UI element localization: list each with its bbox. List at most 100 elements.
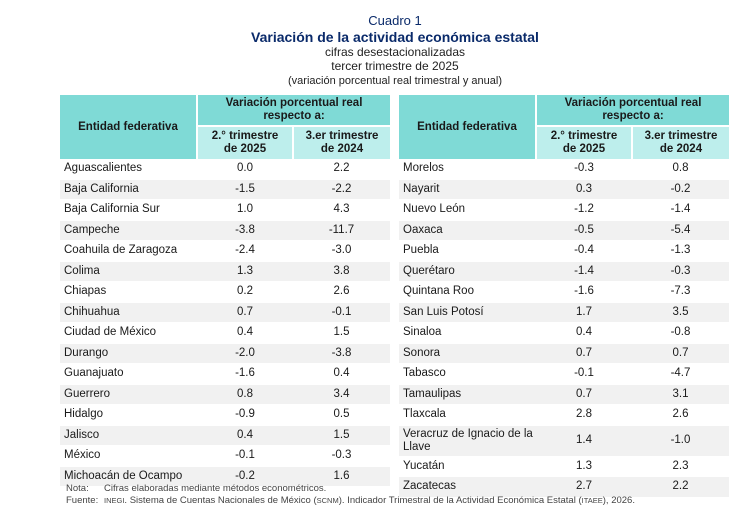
source-text-2: ). Indicador Trimestral de la Actividad … [338,494,582,506]
table-row: Jalisco 0.4 1.5 [60,425,390,446]
table-row: Hidalgo -0.9 0.5 [60,404,390,426]
q2-2025-value: -1.4 [536,261,632,282]
entity-cell: Sonora [399,343,536,364]
header-q2-2025: 2.° trimestre de 2025 [197,126,294,159]
q2-2025-value: -3.8 [197,220,293,241]
footnotes: Nota: Cifras elaboradas mediante métodos … [66,483,635,506]
table-row: Quintana Roo -1.6 -7.3 [399,281,729,303]
q3-2024-value: 1.5 [293,425,390,446]
table-row: Sonora 0.7 0.7 [399,343,729,364]
q3-2024-value: -0.1 [293,302,390,323]
header-variation-text: Variación porcentual real respecto a: [225,97,363,122]
note-text: Cifras elaboradas mediante métodos econo… [104,483,327,494]
entity-cell: Coahuila de Zaragoza [60,240,197,262]
q3-2024-value: -0.3 [632,261,729,282]
header-q3-2024-text: 3.er trimestre de 2024 [305,130,379,155]
table-row: Nuevo León -1.2 -1.4 [399,199,729,221]
entity-cell: Tabasco [399,363,536,385]
table-row: Sinaloa 0.4 -0.8 [399,322,729,344]
entity-cell: Veracruz de Ignacio de la Llave [399,425,536,457]
table-body-right: Morelos -0.3 0.8 Nayarit 0.3 -0.2 Nuevo León -1… [399,159,729,498]
entity-cell: Ciudad de México [60,322,197,344]
header-q2-2025-text: 2.° trimestre de 2025 [211,130,279,155]
entity-cell: Jalisco [60,425,197,446]
table-row: Aguascalientes 0.0 2.2 [60,159,390,180]
q2-2025-value: 2.7 [536,476,632,498]
entity-cell: Baja California Sur [60,199,197,221]
q3-2024-value: 3.4 [293,384,390,405]
table-row: Chihuahua 0.7 -0.1 [60,302,390,323]
q3-2024-value: -1.3 [632,240,729,262]
entity-cell: Oaxaca [399,220,536,241]
q3-2024-value: 0.4 [293,363,390,385]
q2-2025-value: 0.3 [536,179,632,200]
table-row: Yucatán 1.3 2.3 [399,456,729,477]
table-row: Zacatecas 2.7 2.2 [399,476,729,498]
table-row: Durango -2.0 -3.8 [60,343,390,364]
q3-2024-value: 3.8 [293,261,390,282]
q2-2025-value: 2.8 [536,404,632,426]
q3-2024-value: -3.8 [293,343,390,364]
q3-2024-value: -1.4 [632,199,729,221]
q2-2025-value: 0.0 [197,159,293,180]
header-q3-2024: 3.er trimestre de 2024 [632,126,729,159]
header-entity: Entidad federativa [399,95,537,159]
table-row: Baja California Sur 1.0 4.3 [60,199,390,221]
table-row: Guanajuato -1.6 0.4 [60,363,390,385]
q3-2024-value: 4.3 [293,199,390,221]
table-row: Baja California -1.5 -2.2 [60,179,390,200]
q2-2025-value: -0.2 [197,466,293,487]
q2-2025-value: -1.2 [536,199,632,221]
entity-cell: Nayarit [399,179,536,200]
q2-2025-value: 0.7 [536,343,632,364]
q3-2024-value: 1.6 [293,466,390,487]
entity-cell: Aguascalientes [60,159,197,180]
q3-2024-value: 2.6 [632,404,729,426]
entity-cell: Chihuahua [60,302,197,323]
q2-2025-value: -2.4 [197,240,293,262]
q3-2024-value: -1.0 [632,425,729,457]
q2-2025-value: 0.4 [197,425,293,446]
q2-2025-value: -0.4 [536,240,632,262]
table-row: Colima 1.3 3.8 [60,261,390,282]
q3-2024-value: -2.2 [293,179,390,200]
entity-cell: Chiapas [60,281,197,303]
q2-2025-value: 0.7 [536,384,632,405]
q2-2025-value: 0.4 [197,322,293,344]
q2-2025-value: -1.5 [197,179,293,200]
q3-2024-value: 3.1 [632,384,729,405]
table-row: Guerrero 0.8 3.4 [60,384,390,405]
q2-2025-value: 0.4 [536,322,632,344]
source-text-1: . Sistema de Cuentas Nacionales de Méxic… [124,494,317,506]
q3-2024-value: 0.7 [632,343,729,364]
table-row: Tamaulipas 0.7 3.1 [399,384,729,405]
page-title: Variación de la actividad económica esta… [251,28,539,45]
entity-cell: Baja California [60,179,197,200]
q3-2024-value: -5.4 [632,220,729,241]
table-row: Coahuila de Zaragoza -2.4 -3.0 [60,240,390,262]
q3-2024-value: 0.8 [632,159,729,180]
q3-2024-value: -0.2 [632,179,729,200]
q3-2024-value: 2.2 [293,159,390,180]
entity-cell: Hidalgo [60,404,197,426]
header-q2-2025: 2.° trimestre de 2025 [536,126,633,159]
source-text-3: ), 2026. [602,494,635,506]
subtitle-units: (variación porcentual real trimestral y … [288,74,502,87]
entity-cell: Morelos [399,159,536,180]
table-row: Querétaro -1.4 -0.3 [399,261,729,282]
table-row: Veracruz de Ignacio de la Llave 1.4 -1.0 [399,425,729,457]
q2-2025-value: 0.7 [197,302,293,323]
header-q2-2025-text: 2.° trimestre de 2025 [550,130,618,155]
header-variation-text: Variación porcentual real respecto a: [564,97,702,122]
subtitle-adjustment: cifras desestacionalizadas [324,44,466,59]
table-row: Tlaxcala 2.8 2.6 [399,404,729,426]
entity-cell: Michoacán de Ocampo [60,466,197,487]
entity-cell: Zacatecas [399,476,536,498]
entity-cell: Tamaulipas [399,384,536,405]
q3-2024-value: -0.8 [632,322,729,344]
table-row: Tabasco -0.1 -4.7 [399,363,729,385]
table-body-left: Aguascalientes 0.0 2.2 Baja California -1.5-… [60,159,390,487]
entity-cell: Sinaloa [399,322,536,344]
q2-2025-value: 0.8 [197,384,293,405]
note-label: Nota: [66,483,89,494]
